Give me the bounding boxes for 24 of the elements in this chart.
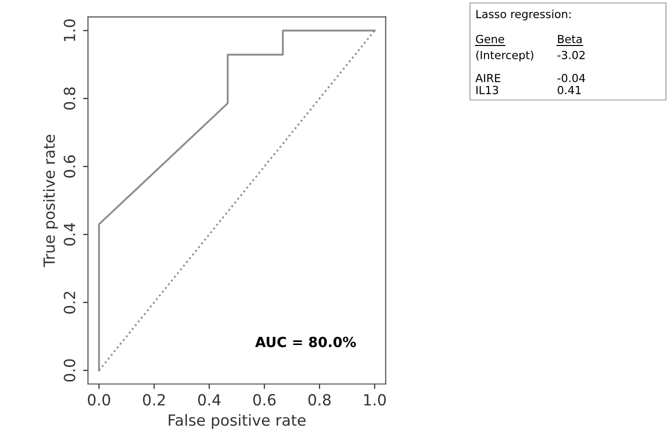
y-axis-title: True positive rate [43, 134, 58, 268]
y-tick-label: 0.0 [64, 359, 76, 382]
y-tick-label: 0.2 [64, 292, 76, 314]
y-tick-label: 1.0 [64, 19, 76, 42]
x-tick-label: 0.8 [308, 394, 331, 406]
x-tick-label: 0.6 [253, 394, 276, 406]
y-tick-label: 0.6 [64, 155, 76, 178]
text: Lasso regression: [476, 10, 571, 20]
text: -0.04 [558, 74, 586, 82]
x-tick-label: 0.0 [88, 394, 110, 406]
x-tick-label: 0.2 [142, 394, 165, 406]
x-tick-label: 1.0 [364, 394, 386, 406]
text: Gene [476, 34, 504, 44]
annotation: AUC = 80.0% [255, 336, 356, 348]
text: -3.02 [558, 50, 585, 60]
text: (Intercept) [476, 50, 534, 62]
text: AIRE [475, 74, 500, 82]
x-axis-title: False positive rate [168, 414, 306, 429]
text: 0.41 [558, 86, 581, 94]
y-tick-label: 0.4 [64, 223, 76, 246]
y-tick-label: 0.8 [64, 87, 76, 110]
text: Beta [558, 34, 582, 44]
x-tick-label: 0.4 [198, 394, 221, 406]
text: IL13 [476, 86, 498, 94]
